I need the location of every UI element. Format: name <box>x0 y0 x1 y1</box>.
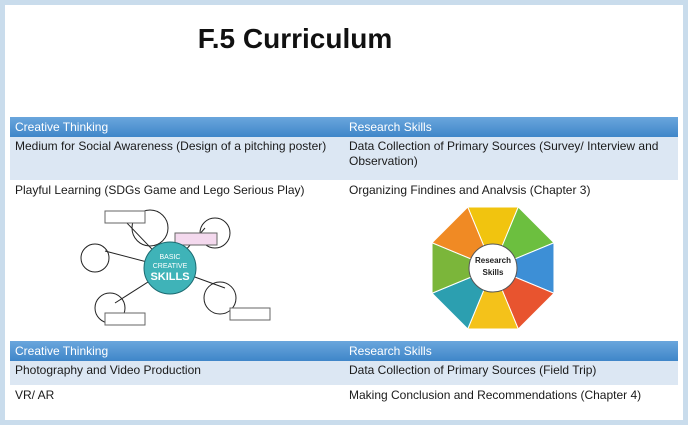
title: F.5 Curriculum <box>197 23 393 54</box>
diagram-label: BASIC <box>159 254 180 261</box>
header-cell: Creative Thinking <box>10 341 344 361</box>
cell: Making Conclusion and Recommendations (C… <box>349 388 642 402</box>
cell: Data Collection of Primary Sources (Fiel… <box>344 361 678 385</box>
cell: VR/ AR <box>15 388 55 402</box>
header-cell: Creative Thinking <box>10 117 344 137</box>
diagram-label: SKILLS <box>150 271 189 283</box>
diagram-label: Research <box>475 256 511 265</box>
header-cell: Research Skills <box>344 117 678 137</box>
cell: Data Collection of Primary Sources (Surv… <box>344 137 678 180</box>
creative-skills-diagram: BASIC CREATIVE SKILLS <box>80 209 271 326</box>
slide: F.5 Curriculum Creative Thinking Researc… <box>5 5 683 420</box>
cell: Photography and Video Production <box>10 361 344 385</box>
cell: Organizing Findines and Analvsis (Chapte… <box>349 183 591 197</box>
header-cell: Research Skills <box>344 341 678 361</box>
research-skills-diagram: Research Skills <box>431 206 555 330</box>
cell: Medium for Social Awareness (Design of a… <box>10 137 344 180</box>
diagram-label: Skills <box>483 268 504 277</box>
cell: Playful Learning (SDGs Game and Lego Ser… <box>15 183 305 197</box>
diagram-label: CREATIVE <box>153 263 188 270</box>
